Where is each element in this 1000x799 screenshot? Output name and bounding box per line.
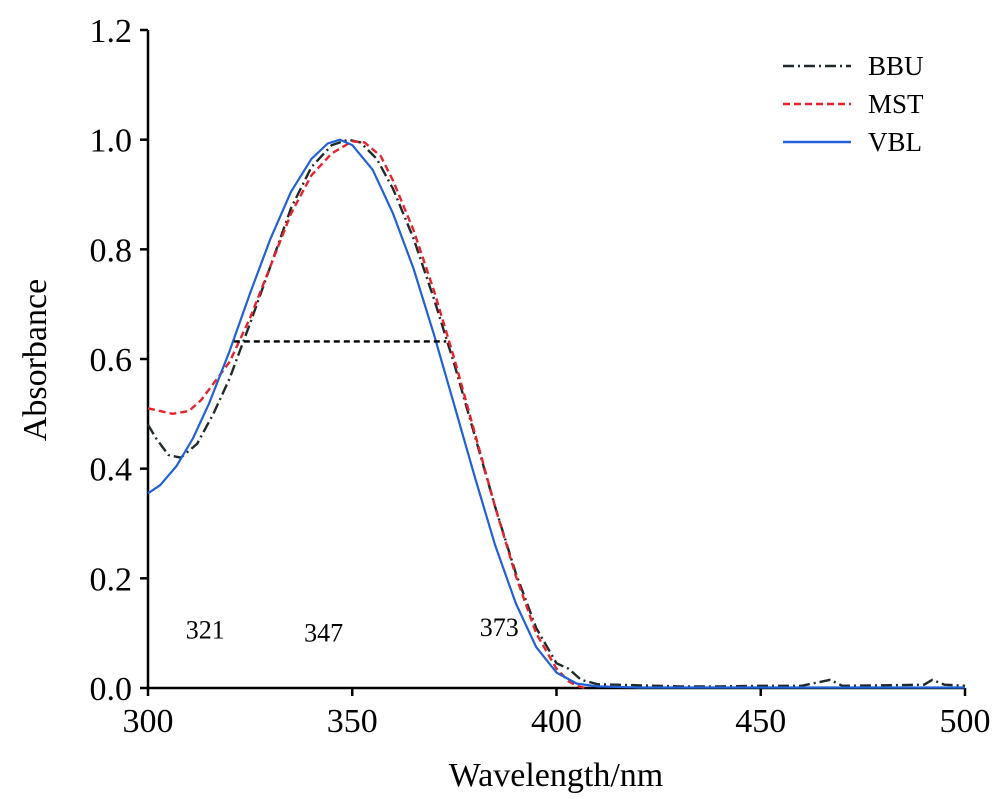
series-line-bbu <box>146 138 966 688</box>
y-tick-label: 0.2 <box>90 561 133 598</box>
annotation-label: 373 <box>480 613 519 642</box>
legend-label-vbl: VBL <box>868 127 922 157</box>
x-tick-label: 450 <box>735 703 786 740</box>
y-tick-label: 0.8 <box>90 232 133 269</box>
x-axis-title: Wavelength/nm <box>449 757 663 794</box>
annotation-label: 321 <box>186 616 225 645</box>
y-tick-label: 0.0 <box>90 671 133 708</box>
series-line-vbl <box>147 138 965 689</box>
annotation-group: 321 347 373 <box>186 613 519 647</box>
y-tick-label: 0.6 <box>90 342 133 379</box>
annotation-label: 347 <box>304 618 343 647</box>
y-tick-label: 1.2 <box>90 13 133 50</box>
y-tick-label: 0.4 <box>90 452 133 489</box>
tick-group: 300 350 400 450 500 0.0 0.2 0.4 0.6 0.8 1.0 1.2 <box>90 13 991 740</box>
x-tick-label: 350 <box>327 703 378 740</box>
x-tick-label: 300 <box>123 703 174 740</box>
x-tick-label: 500 <box>940 703 991 740</box>
legend: BBU MST VBL <box>783 51 924 157</box>
y-axis-title: Absorbance <box>17 279 54 441</box>
series-group <box>146 138 966 690</box>
y-tick-label: 1.0 <box>90 123 133 160</box>
x-tick-label: 400 <box>531 703 582 740</box>
series-line-mst <box>147 140 586 690</box>
legend-label-mst: MST <box>868 89 924 119</box>
axes <box>146 30 965 690</box>
legend-label-bbu: BBU <box>868 51 924 81</box>
